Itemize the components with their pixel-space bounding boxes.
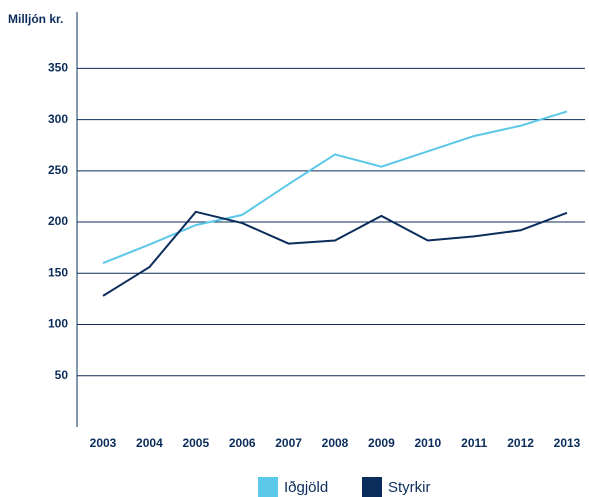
y-tick-label: 200: [48, 214, 68, 228]
x-tick-label: 2010: [414, 436, 441, 450]
y-tick-label: 150: [48, 265, 68, 279]
x-tick-label: 2004: [136, 436, 163, 450]
y-tick-label: 350: [48, 61, 68, 75]
legend-label: Styrkir: [388, 479, 431, 496]
legend-label: Iðgjöld: [284, 479, 328, 496]
x-tick-label: 2003: [90, 436, 117, 450]
y-axis-label: Milljón kr.: [8, 12, 63, 26]
x-tick-label: 2008: [322, 436, 349, 450]
x-tick-label: 2007: [275, 436, 302, 450]
legend-swatch: [362, 477, 382, 497]
x-tick-label: 2009: [368, 436, 395, 450]
x-tick-label: 2006: [229, 436, 256, 450]
y-tick-label: 250: [48, 163, 68, 177]
y-tick-label: 100: [48, 317, 68, 331]
legend-swatch: [258, 477, 278, 497]
x-tick-label: 2011: [461, 436, 487, 450]
x-tick-label: 2005: [182, 436, 209, 450]
x-tick-label: 2012: [507, 436, 534, 450]
line-series: [102, 210, 568, 297]
y-tick-label: 300: [48, 112, 68, 126]
x-tick-label: 2013: [554, 436, 581, 450]
y-tick-label: 50: [55, 368, 69, 382]
